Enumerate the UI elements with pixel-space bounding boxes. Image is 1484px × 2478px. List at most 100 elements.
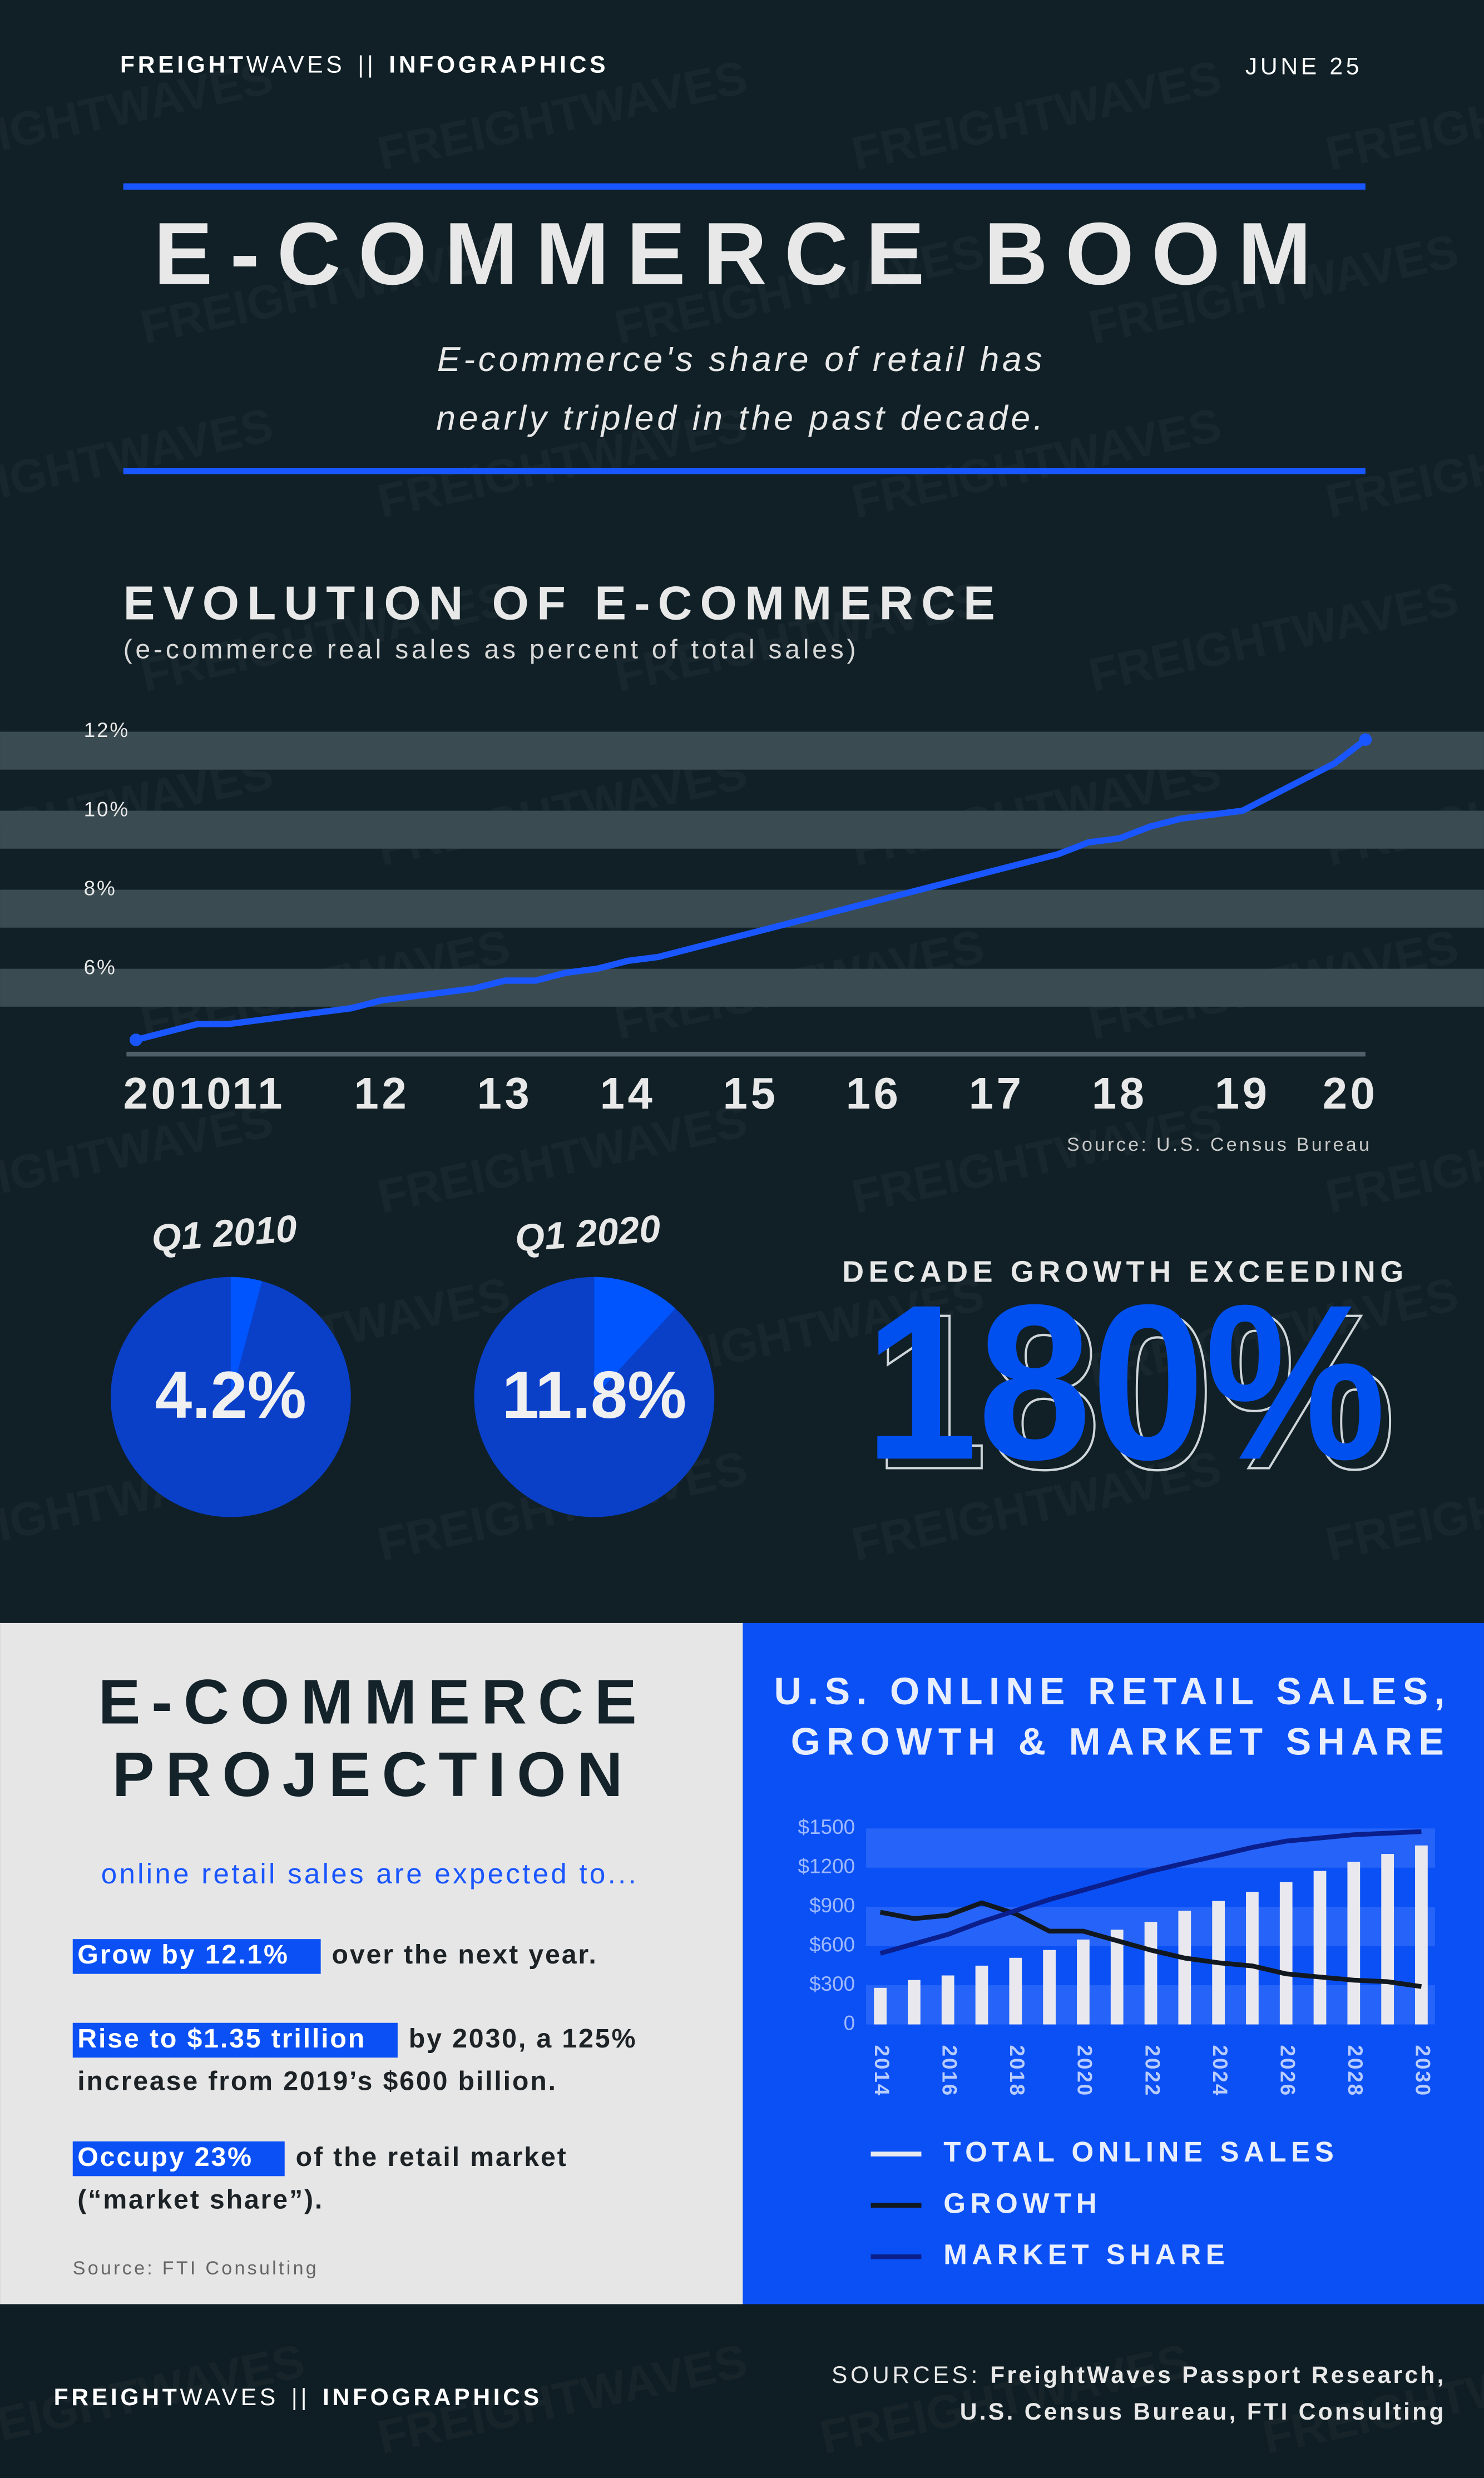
item-text: (“market share”). xyxy=(77,2185,324,2215)
bar xyxy=(1178,1911,1191,2025)
legend-label: TOTAL ONLINE SALES xyxy=(943,2136,1338,2168)
x-tick-label: 2026 xyxy=(1276,2045,1299,2098)
hero-subtitle: E-commerce's share of retail has xyxy=(437,340,1045,379)
pie-value-label: 4.2% xyxy=(155,1358,306,1432)
highlight-box xyxy=(72,2022,398,2058)
bar xyxy=(1279,1882,1293,2025)
highlight-text: Grow by 12.1% xyxy=(77,1940,289,1970)
brand-light: WAVES xyxy=(180,2384,279,2411)
sources-line: U.S. Census Bureau, FTI Consulting xyxy=(960,2398,1446,2425)
brand: FREIGHTWAVES || INFOGRAPHICS xyxy=(54,2384,542,2411)
projection-source: Source: FTI Consulting xyxy=(73,2258,319,2279)
x-tick-label: 15 xyxy=(723,1069,779,1118)
stat-value: 180% xyxy=(864,1259,1386,1506)
brand-section: INFOGRAPHICS xyxy=(389,52,609,78)
rule xyxy=(123,183,1366,190)
y-tick-label: 12% xyxy=(84,719,130,741)
item-text: by 2030, a 125% xyxy=(409,2024,637,2054)
grid-band xyxy=(0,810,1484,849)
x-tick-label: 2014 xyxy=(870,2045,893,2098)
x-tick-label: 13 xyxy=(477,1069,533,1118)
chart-title: U.S. ONLINE RETAIL SALES, xyxy=(774,1670,1451,1713)
brand-divider: || xyxy=(291,2384,310,2411)
pie-charts: Q1 2010 4.2% Q1 2020 11.8% xyxy=(110,1208,715,1517)
legend-label: MARKET SHARE xyxy=(943,2239,1229,2271)
stat-label: DECADE GROWTH EXCEEDING xyxy=(842,1255,1408,1288)
bar xyxy=(1347,1862,1361,2025)
y-tick-label: $1200 xyxy=(798,1854,855,1877)
bar xyxy=(1110,1930,1124,2025)
x-tick-label: 11 xyxy=(233,1069,285,1118)
date: JUNE 25 xyxy=(1245,53,1362,80)
bar xyxy=(1077,1939,1090,2025)
chart-source: Source: U.S. Census Bureau xyxy=(1067,1134,1372,1155)
highlight-text: Rise to $1.35 trillion xyxy=(77,2024,366,2054)
combo-chart: 0 $300 $600 $900 $1200 $1500 2014 2016 2018 2020 2… xyxy=(798,1816,1435,2271)
bar xyxy=(1313,1871,1327,2025)
x-tick-label: 2030 xyxy=(1412,2045,1434,2098)
y-tick-label: 0 xyxy=(844,2011,855,2034)
highlight-text: Occupy 23% xyxy=(77,2142,253,2172)
x-tick-label: 16 xyxy=(846,1069,902,1118)
footer-background xyxy=(0,2304,1484,2478)
x-tick-label: 2024 xyxy=(1209,2045,1231,2098)
brand-divider: || xyxy=(358,52,377,78)
pie-slice xyxy=(230,1277,263,1397)
x-tick-label: 2020 xyxy=(1074,2045,1096,2098)
y-tick-label: $900 xyxy=(809,1894,855,1917)
line xyxy=(135,737,1368,1043)
y-tick-label: 10% xyxy=(84,798,130,820)
x-tick-label: 2010 xyxy=(123,1069,235,1118)
rule xyxy=(123,467,1366,474)
line xyxy=(879,1900,1422,1989)
bar xyxy=(1246,1892,1259,2025)
bar xyxy=(1415,1845,1428,2025)
bar xyxy=(1381,1854,1394,2025)
y-tick-label: 6% xyxy=(84,956,117,978)
y-tick-label: $1500 xyxy=(798,1816,855,1838)
x-tick-label: 2018 xyxy=(1006,2045,1028,2098)
projection-lead: online retail sales are expected to... xyxy=(101,1858,639,1890)
x-tick-label: 17 xyxy=(969,1069,1025,1118)
x-tick-label: 2016 xyxy=(938,2045,961,2098)
pie-label: Q1 2020 xyxy=(514,1208,662,1260)
brand-section: INFOGRAPHICS xyxy=(323,2384,542,2411)
brand-bold: FREIGHT xyxy=(54,2384,180,2411)
pie-value-label: 11.8% xyxy=(502,1358,686,1432)
y-tick-label: $600 xyxy=(809,1933,855,1956)
chart-title: EVOLUTION OF E-COMMERCE xyxy=(123,577,1003,630)
brand-bold: FREIGHT xyxy=(120,52,246,78)
sources-label: SOURCES: xyxy=(832,2362,981,2388)
projection-title: E-COMMERCE xyxy=(98,1667,648,1738)
chart-title: GROWTH & MARKET SHARE xyxy=(791,1721,1450,1763)
item-text: increase from 2019’s $600 billion. xyxy=(77,2066,557,2096)
end-point xyxy=(130,1033,142,1046)
grid-band xyxy=(0,889,1484,928)
brand-light: WAVES xyxy=(246,52,345,78)
projection-title: PROJECTION xyxy=(112,1739,634,1810)
pie-slice xyxy=(594,1277,676,1397)
pie-label: Q1 2010 xyxy=(150,1208,298,1260)
stat-outline: 180% xyxy=(874,1268,1396,1515)
y-tick-label: 8% xyxy=(84,877,117,899)
projection-items: Grow by 12.1% over the next year. Rise to … xyxy=(72,1939,637,2215)
bar xyxy=(975,1965,988,2025)
highlight-box xyxy=(72,2141,285,2177)
grid-band xyxy=(0,968,1484,1007)
bar xyxy=(941,1975,954,2025)
x-tick-label: 19 xyxy=(1215,1069,1270,1118)
item-text: over the next year. xyxy=(332,1940,598,1970)
bar xyxy=(1144,1922,1157,2025)
bar xyxy=(908,1980,921,2025)
x-tick-label: 2022 xyxy=(1141,2045,1164,2098)
legend-label: GROWTH xyxy=(943,2187,1101,2219)
sources-line: FreightWaves Passport Research, xyxy=(990,2362,1446,2388)
end-point xyxy=(1359,733,1372,746)
y-tick-label: $300 xyxy=(809,1972,855,1995)
x-tick-label: 12 xyxy=(354,1069,410,1118)
x-tick-label: 18 xyxy=(1092,1069,1147,1118)
chart-subtitle: (e-commerce real sales as percent of tot… xyxy=(123,634,859,664)
grid-band xyxy=(0,731,1484,770)
